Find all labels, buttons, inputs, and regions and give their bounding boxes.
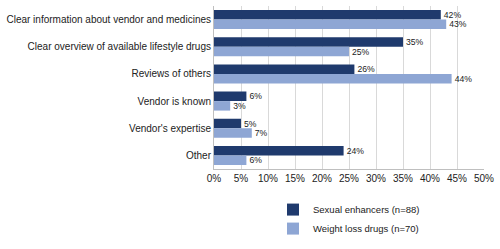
svg-text:6%: 6% <box>249 91 262 101</box>
svg-text:44%: 44% <box>455 74 473 84</box>
svg-text:Other: Other <box>186 150 212 161</box>
svg-text:Clear information about vendor: Clear information about vendor and medic… <box>6 14 211 25</box>
svg-text:25%: 25% <box>352 47 370 57</box>
svg-text:35%: 35% <box>393 173 413 184</box>
svg-text:35%: 35% <box>406 37 424 47</box>
svg-text:40%: 40% <box>420 173 440 184</box>
svg-text:7%: 7% <box>255 128 268 138</box>
svg-text:10%: 10% <box>258 173 278 184</box>
svg-text:Weight loss drugs (n=70): Weight loss drugs (n=70) <box>313 223 419 234</box>
svg-text:5%: 5% <box>234 173 249 184</box>
svg-text:Clear overview of available li: Clear overview of available lifestyle dr… <box>28 41 211 52</box>
svg-text:3%: 3% <box>233 101 246 111</box>
svg-text:45%: 45% <box>447 173 467 184</box>
svg-text:26%: 26% <box>357 64 375 74</box>
svg-text:Vendor's expertise: Vendor's expertise <box>129 123 211 134</box>
svg-text:15%: 15% <box>285 173 305 184</box>
svg-text:Sexual enhancers (n=88): Sexual enhancers (n=88) <box>313 204 419 215</box>
svg-text:Vendor is known: Vendor is known <box>138 96 211 107</box>
svg-text:50%: 50% <box>474 173 494 184</box>
svg-text:20%: 20% <box>312 173 332 184</box>
svg-text:0%: 0% <box>207 173 222 184</box>
svg-text:24%: 24% <box>347 146 365 156</box>
svg-text:25%: 25% <box>339 173 359 184</box>
svg-text:6%: 6% <box>249 155 262 165</box>
svg-text:43%: 43% <box>449 19 467 29</box>
svg-text:30%: 30% <box>366 173 386 184</box>
svg-text:Reviews of others: Reviews of others <box>132 68 211 79</box>
svg-text:5%: 5% <box>244 119 257 129</box>
svg-text:42%: 42% <box>444 10 462 20</box>
